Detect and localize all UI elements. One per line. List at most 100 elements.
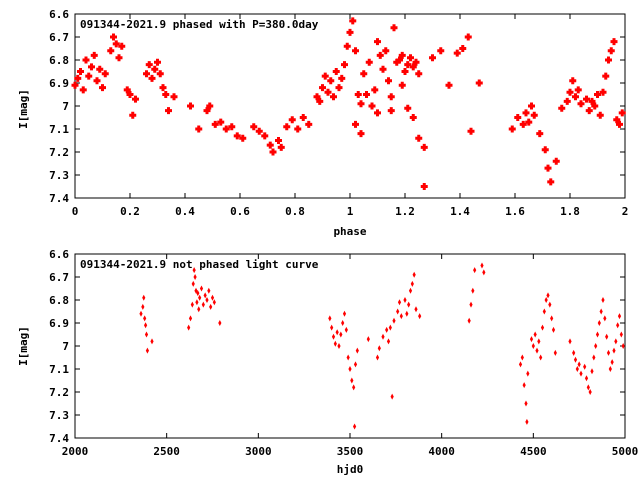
unphased-y-tick-label: 7.3	[49, 409, 69, 422]
unphased-data-point	[350, 377, 354, 384]
unphased-y-tick-label: 6.6	[49, 248, 69, 261]
unphased-data-point	[524, 400, 528, 407]
phased-y-axis-label: I[mag]	[17, 89, 30, 129]
phased-data-point	[129, 111, 137, 119]
phased-data-point	[82, 56, 90, 64]
unphased-data-point	[150, 338, 154, 345]
phased-data-point	[607, 47, 615, 55]
unphased-data-point	[586, 384, 590, 391]
phased-data-point	[591, 102, 599, 110]
unphased-data-point	[190, 301, 194, 308]
unphased-data-point	[390, 393, 394, 400]
phased-data-point	[99, 84, 106, 92]
phased-data-point	[464, 33, 472, 41]
phased-data-point	[77, 68, 84, 75]
phased-data-point	[572, 93, 579, 101]
phased-data-point	[143, 70, 150, 78]
phased-data-point	[514, 114, 522, 121]
phased-y-tick-label: 6.7	[49, 31, 69, 44]
phased-data-point	[321, 72, 329, 80]
phased-plot-frame	[74, 13, 626, 199]
phased-data-point	[371, 86, 379, 94]
unphased-x-tick-label: 4500	[520, 445, 547, 458]
phased-data-point	[332, 68, 340, 75]
unphased-data-point	[333, 340, 337, 347]
phased-data-point	[346, 28, 354, 36]
phased-data-point	[261, 132, 269, 140]
phased-y-tick-label: 7.4	[49, 192, 69, 205]
unphased-data-point	[207, 287, 211, 294]
phased-data-point	[596, 111, 604, 119]
phased-x-tick-label: 1.2	[395, 205, 415, 218]
unphased-axis-ticks: 2000 2500 3000 3500 4000 4500 5000 6.6 6.7 6.8 6.9…	[49, 248, 638, 458]
unphased-data-point	[608, 366, 612, 372]
phased-data-point	[396, 56, 403, 64]
phased-data-point	[360, 70, 368, 78]
phased-data-point	[170, 93, 178, 101]
unphased-data-point	[619, 331, 623, 338]
phased-data-point	[228, 123, 236, 131]
phased-data-point	[85, 72, 93, 80]
unphased-data-point	[590, 368, 594, 375]
phased-data-point	[313, 93, 321, 101]
unphased-data-point	[191, 280, 195, 287]
phased-data-point	[357, 100, 365, 108]
phased-x-tick-label: 1	[347, 205, 354, 218]
unphased-data-point	[198, 294, 202, 301]
unphased-data-point	[525, 418, 529, 425]
unphased-data-point	[529, 336, 534, 343]
phased-data-point	[530, 111, 538, 119]
phased-data-point	[522, 109, 530, 117]
unphased-data-point	[397, 299, 402, 306]
phased-data-point	[536, 130, 544, 138]
phased-panel: 091344-2021.9 phased with P=380.0day pha…	[17, 8, 628, 238]
unphased-y-tick-label: 7.2	[49, 386, 69, 399]
phased-data-point	[187, 102, 194, 110]
unphased-data-point	[331, 333, 336, 340]
unphased-data-point	[218, 320, 222, 326]
unphased-data-point	[575, 366, 579, 372]
phased-x-tick-label: 1.4	[450, 205, 470, 218]
unphased-x-axis-label: hjd0	[337, 463, 364, 476]
unphased-data-point	[408, 287, 413, 294]
unphased-y-axis-label: I[mag]	[17, 326, 30, 366]
unphased-data-point	[414, 306, 418, 313]
unphased-data-point	[388, 324, 392, 331]
unphased-data-point	[210, 294, 215, 301]
phased-y-tick-label: 7	[62, 100, 69, 113]
unphased-data-point	[544, 297, 548, 303]
unphased-data-point	[473, 267, 477, 274]
unphased-data-point	[540, 324, 545, 331]
phased-data-point	[365, 58, 373, 66]
unphased-data-point	[195, 299, 199, 306]
phased-data-point	[541, 146, 549, 154]
phased-data-point	[305, 120, 313, 128]
phased-data-point	[233, 132, 241, 140]
phased-data-point	[610, 38, 618, 46]
phased-data-point	[390, 24, 398, 32]
phased-data-point	[412, 58, 420, 66]
phased-x-axis-label: phase	[333, 225, 366, 238]
phased-data-point	[569, 77, 577, 85]
phased-data-point	[101, 70, 109, 78]
phased-y-tick-label: 6.8	[49, 54, 69, 67]
unphased-chart-title: 091344-2021.9 not phased light curve	[80, 258, 319, 271]
unphased-data-point	[141, 303, 145, 310]
phased-data-point	[385, 77, 392, 85]
unphased-data-point	[197, 306, 201, 313]
phased-data-point	[74, 74, 82, 82]
phased-data-point	[165, 107, 172, 115]
unphased-data-point	[366, 336, 370, 343]
unphased-data-point	[142, 294, 146, 301]
unphased-data-point	[592, 354, 596, 361]
unphased-data-point	[385, 326, 389, 333]
phased-data-point	[599, 88, 607, 96]
phased-data-point	[459, 45, 467, 52]
phased-data-point	[156, 70, 164, 78]
phased-data-point	[409, 114, 417, 121]
unphased-data-point	[410, 280, 414, 287]
phased-data-point	[357, 130, 365, 138]
unphased-data-point	[187, 324, 191, 331]
phased-data-point	[387, 93, 395, 101]
